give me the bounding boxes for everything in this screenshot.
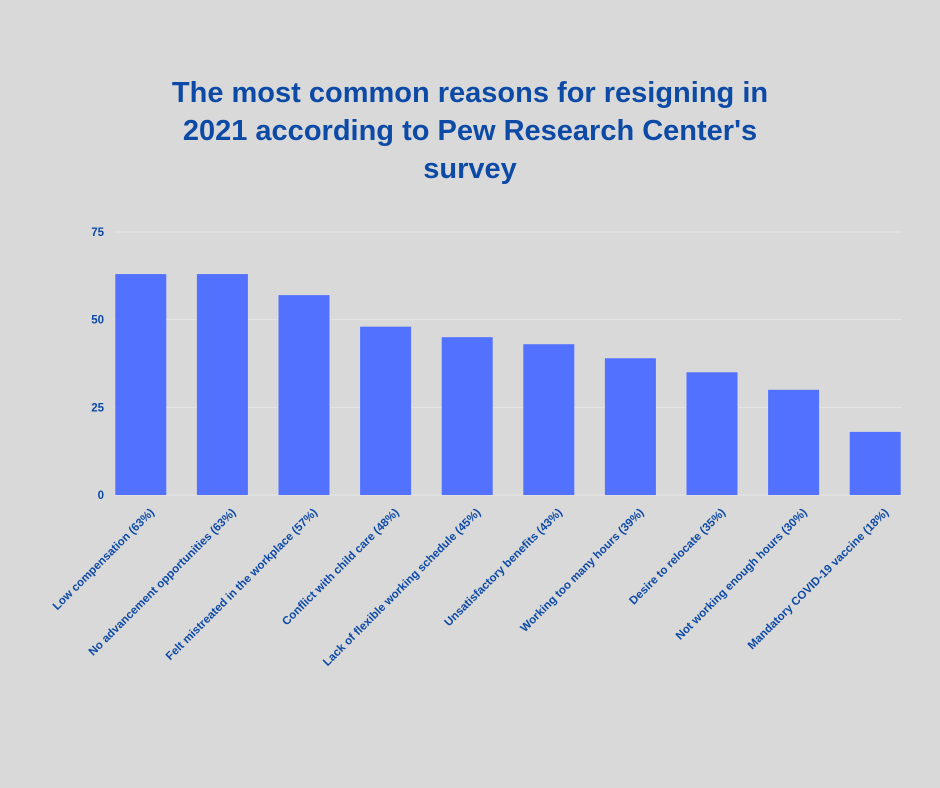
bar (686, 372, 738, 495)
bar (604, 358, 656, 495)
bar (278, 295, 330, 495)
bar (360, 326, 412, 495)
x-tick-label: Not working enough hours (30%) (674, 507, 810, 643)
bar (196, 274, 248, 495)
chart-title: The most common reasons for resigning in… (171, 77, 769, 185)
bar (115, 274, 167, 495)
y-tick-label: 25 (91, 402, 104, 414)
x-tick-label: No advancement opportunities (63%) (87, 507, 239, 659)
x-tick-label: Mandatory COVID-19 vaccine (18%) (746, 507, 892, 653)
bar (849, 431, 901, 495)
bar (768, 389, 820, 495)
x-tick-label: Desire to relocate (35%) (627, 507, 728, 608)
x-tick-label: Felt mistreated in the workplace (57%) (164, 507, 320, 663)
bar (441, 337, 493, 495)
bar (523, 344, 575, 495)
y-tick-label: 0 (98, 490, 104, 502)
y-tick-label: 75 (91, 227, 104, 239)
x-tick-label: Lack of flexible working schedule (45%) (321, 507, 483, 669)
y-tick-label: 50 (91, 315, 104, 327)
